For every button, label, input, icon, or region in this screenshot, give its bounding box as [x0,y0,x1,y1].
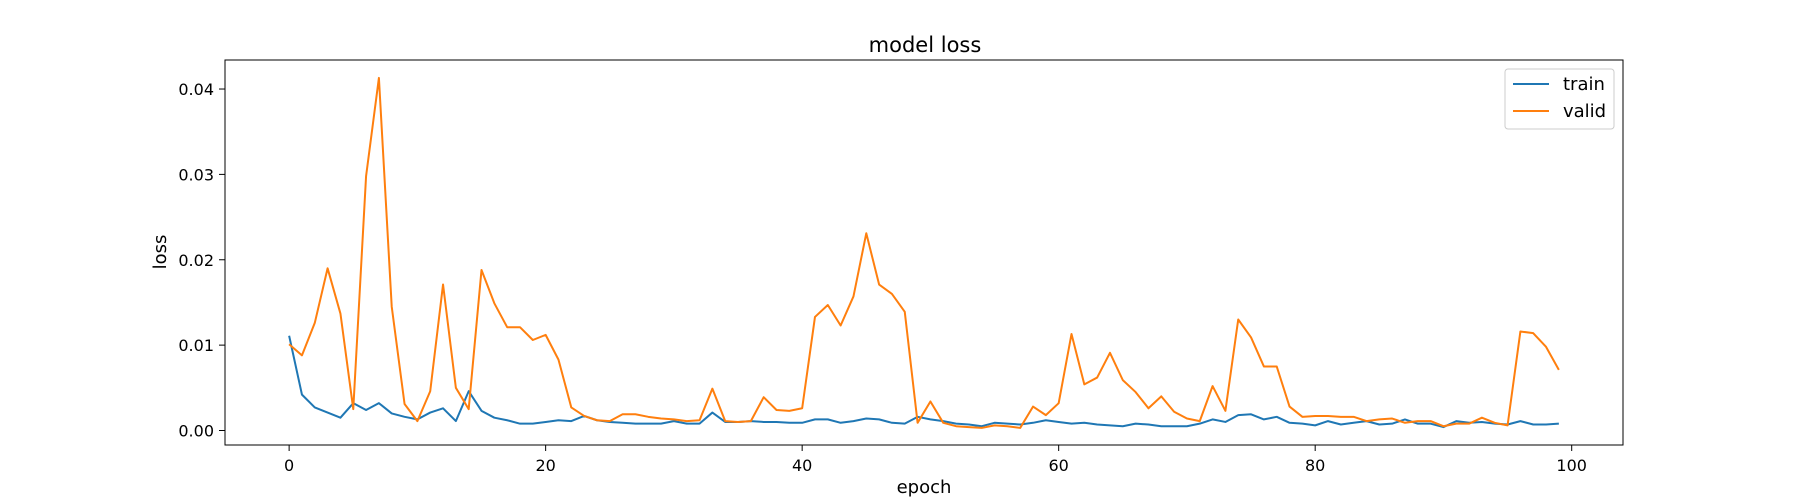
y-axis-label: loss [150,235,171,270]
legend: train valid [1504,68,1615,130]
y-tick-label: 0.02 [178,251,214,270]
legend-label-train: train [1563,74,1605,95]
chart-title: model loss [869,33,982,57]
y-tick-label: 0.01 [178,336,214,355]
x-tick-label: 80 [1305,456,1325,475]
y-axis: 0.00 0.01 0.02 0.03 0.04 [178,80,225,440]
x-tick-label: 100 [1556,456,1587,475]
y-tick-label: 0.00 [178,421,214,440]
axes-border [224,59,1624,446]
y-tick-label: 0.03 [178,165,214,184]
series-line-valid [288,76,1560,429]
x-tick-label: 40 [792,456,812,475]
legend-label-valid: valid [1563,101,1606,122]
x-axis: 0 20 40 60 80 100 [284,445,1587,475]
x-axis-label: epoch [897,477,952,498]
plot-area [224,59,1624,446]
series-line-train [288,335,1559,429]
x-tick-label: 0 [284,456,294,475]
plot-frame [225,60,1623,445]
y-tick-label: 0.04 [178,80,214,99]
series-layer [288,76,1560,429]
x-tick-label: 60 [1048,456,1068,475]
x-tick-label: 20 [535,456,555,475]
